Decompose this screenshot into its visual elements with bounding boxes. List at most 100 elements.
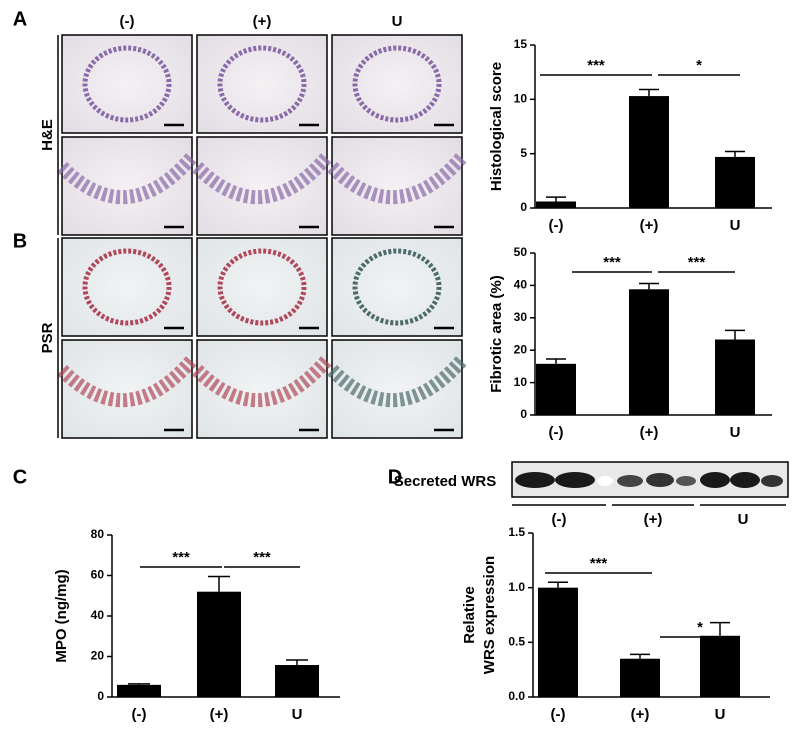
x-tick-label: (+) bbox=[210, 706, 229, 723]
x-tick-label: U bbox=[730, 217, 741, 234]
tissue bbox=[327, 152, 468, 204]
blot bbox=[511, 461, 789, 498]
significance-label: *** bbox=[590, 555, 608, 572]
tissue bbox=[192, 355, 333, 407]
group-label: U bbox=[738, 511, 749, 528]
significance-label: * bbox=[696, 57, 702, 74]
panel-label: A bbox=[13, 8, 27, 30]
panel-label: C bbox=[13, 466, 27, 488]
x-tick-label: U bbox=[730, 424, 741, 441]
group-label: (-) bbox=[552, 511, 567, 528]
bar bbox=[536, 201, 576, 208]
histology-image bbox=[196, 237, 328, 337]
tissue bbox=[352, 248, 442, 326]
histology-image bbox=[327, 136, 468, 236]
x-tick-label: (-) bbox=[132, 706, 147, 723]
y-tick-label: 0 bbox=[520, 200, 527, 214]
x-tick-label: (+) bbox=[631, 706, 650, 723]
y-tick-label: 0 bbox=[97, 689, 104, 703]
group-label: (+) bbox=[644, 511, 663, 528]
histology-image bbox=[57, 136, 198, 236]
bar bbox=[629, 96, 669, 208]
x-tick-label: U bbox=[715, 706, 726, 723]
y-tick-label: 0.5 bbox=[508, 635, 525, 649]
tissue bbox=[192, 152, 333, 204]
bar bbox=[620, 658, 660, 697]
image-frame bbox=[196, 136, 328, 236]
tissue bbox=[82, 45, 172, 123]
y-tick-label: 5 bbox=[520, 146, 527, 160]
x-tick-label: (+) bbox=[640, 424, 659, 441]
bar bbox=[536, 363, 576, 415]
y-tick-label: 80 bbox=[91, 527, 105, 541]
y-tick-label: 60 bbox=[91, 568, 105, 582]
x-tick-label: (+) bbox=[640, 217, 659, 234]
tissue bbox=[217, 248, 307, 326]
y-tick-label: 20 bbox=[91, 649, 105, 663]
row-label: H&E bbox=[39, 119, 56, 151]
significance-label: *** bbox=[603, 254, 621, 271]
y-tick-label: 0 bbox=[520, 407, 527, 421]
bar bbox=[538, 587, 578, 697]
tissue bbox=[82, 248, 172, 326]
significance-label: *** bbox=[253, 549, 271, 566]
blot-label: Secreted WRS bbox=[394, 473, 497, 490]
panel-label: D bbox=[388, 466, 402, 488]
x-tick-label: (-) bbox=[551, 706, 566, 723]
y-tick-label: 0.0 bbox=[508, 689, 525, 703]
y-axis-label: MPO (ng/mg) bbox=[53, 569, 70, 662]
histology-image bbox=[196, 34, 328, 134]
tissue bbox=[57, 355, 198, 407]
y-axis-label: Fibrotic area (%) bbox=[488, 275, 505, 393]
y-tick-label: 1.5 bbox=[508, 525, 525, 539]
image-frame bbox=[196, 339, 328, 439]
bar bbox=[275, 665, 319, 697]
y-tick-label: 15 bbox=[514, 37, 528, 51]
y-tick-label: 40 bbox=[514, 278, 528, 292]
y-tick-label: 40 bbox=[91, 608, 105, 622]
histology-image bbox=[192, 339, 333, 439]
tissue bbox=[352, 45, 442, 123]
image-frame bbox=[61, 136, 193, 236]
y-axis-label: Histological score bbox=[488, 62, 505, 191]
y-axis-label: WRS expression bbox=[481, 556, 498, 674]
y-tick-label: 20 bbox=[514, 342, 528, 356]
bar bbox=[700, 635, 740, 697]
significance-label: *** bbox=[587, 57, 605, 74]
image-frame bbox=[331, 136, 463, 236]
tissue bbox=[57, 152, 198, 204]
column-label: (-) bbox=[120, 13, 135, 30]
y-tick-label: 30 bbox=[514, 310, 528, 324]
significance-label: *** bbox=[688, 254, 706, 271]
bar bbox=[117, 684, 161, 697]
bar bbox=[197, 591, 241, 697]
histology-image bbox=[61, 237, 193, 337]
row-label: PSR bbox=[39, 322, 56, 353]
column-label: (+) bbox=[253, 13, 272, 30]
histology-image bbox=[327, 339, 468, 439]
y-tick-label: 50 bbox=[514, 245, 528, 259]
y-tick-label: 10 bbox=[514, 375, 528, 389]
image-frame bbox=[331, 339, 463, 439]
bar bbox=[629, 289, 669, 415]
histology-image bbox=[331, 34, 463, 134]
tissue bbox=[327, 355, 468, 407]
bar bbox=[715, 156, 755, 208]
histology-image bbox=[192, 136, 333, 236]
y-axis-label: Relative bbox=[461, 586, 478, 644]
histology-image bbox=[331, 237, 463, 337]
histology-images bbox=[57, 34, 468, 439]
significance-label: *** bbox=[172, 549, 190, 566]
column-label: U bbox=[392, 13, 403, 30]
histology-image bbox=[57, 339, 198, 439]
image-frame bbox=[61, 339, 193, 439]
x-tick-label: (-) bbox=[549, 424, 564, 441]
significance-label: * bbox=[697, 619, 703, 636]
panel-label: B bbox=[13, 230, 27, 252]
y-tick-label: 10 bbox=[514, 92, 528, 106]
x-tick-label: U bbox=[292, 706, 303, 723]
y-tick-label: 1.0 bbox=[508, 580, 525, 594]
histology-image bbox=[61, 34, 193, 134]
tissue bbox=[217, 45, 307, 123]
